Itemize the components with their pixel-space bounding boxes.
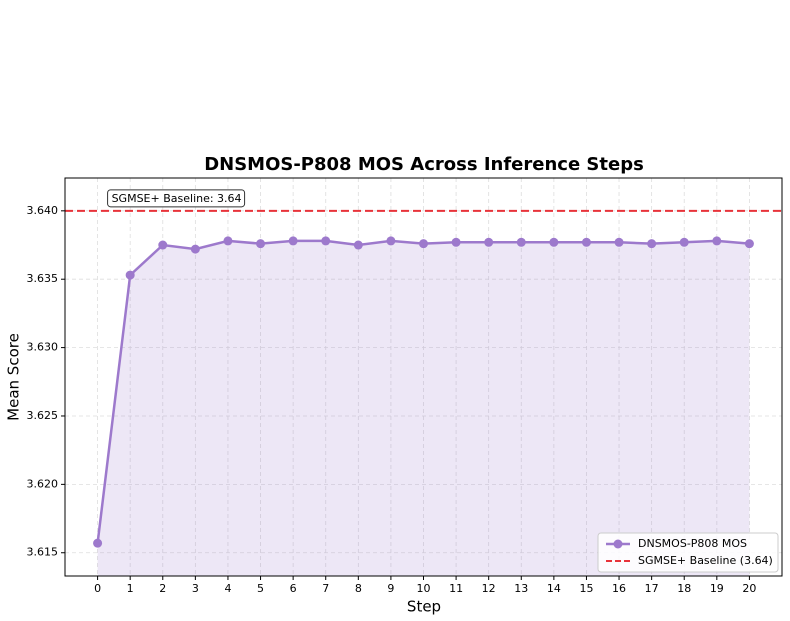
x-tick-label: 1 <box>127 582 134 595</box>
point <box>647 239 657 249</box>
point <box>451 237 461 247</box>
x-tick-label: 0 <box>94 582 101 595</box>
point <box>679 237 689 247</box>
point <box>516 237 526 247</box>
x-tick-label: 5 <box>257 582 264 595</box>
legend-box <box>597 532 779 573</box>
point <box>386 236 396 246</box>
x-tick-label: 8 <box>355 582 362 595</box>
x-tick-label: 16 <box>612 582 626 595</box>
y-tick-label: 3.640 <box>27 204 59 217</box>
x-tick-label: 20 <box>742 582 756 595</box>
area-fill <box>97 240 750 576</box>
x-tick-label: 17 <box>645 582 659 595</box>
point <box>614 237 624 247</box>
x-tick-label: 11 <box>449 582 463 595</box>
legend-label: DNSMOS-P808 MOS <box>638 537 747 550</box>
x-tick-label: 7 <box>322 582 329 595</box>
point <box>549 237 559 247</box>
x-tick-label: 9 <box>387 582 394 595</box>
x-tick-label: 18 <box>677 582 691 595</box>
y-tick-label: 3.620 <box>27 477 59 490</box>
x-tick-label: 13 <box>514 582 528 595</box>
x-tick-label: 4 <box>224 582 231 595</box>
x-tick-label: 10 <box>417 582 431 595</box>
point <box>353 240 363 250</box>
y-tick-label: 3.635 <box>27 272 59 285</box>
x-tick-label: 15 <box>579 582 593 595</box>
point <box>321 236 331 246</box>
point <box>158 240 168 250</box>
x-tick-label: 14 <box>547 582 561 595</box>
point <box>581 237 591 247</box>
x-tick-label: 19 <box>710 582 724 595</box>
point <box>125 270 135 280</box>
y-tick-label: 3.630 <box>27 341 59 354</box>
y-axis-label: Mean Score <box>5 333 23 421</box>
point <box>288 236 298 246</box>
point <box>744 239 754 249</box>
annotation-box <box>107 189 246 208</box>
y-tick-label: 3.615 <box>27 546 59 559</box>
x-axis-label: Step <box>407 598 441 616</box>
y-tick-label: 3.625 <box>27 409 59 422</box>
point <box>223 236 233 246</box>
x-tick-label: 3 <box>192 582 199 595</box>
point <box>256 239 266 249</box>
x-tick-label: 6 <box>290 582 297 595</box>
chart-title: DNSMOS-P808 MOS Across Inference Steps <box>204 154 644 175</box>
annotation: SGMSE+ Baseline: 3.64 <box>112 192 242 205</box>
legend-swatch <box>613 539 623 549</box>
point <box>93 538 103 548</box>
point <box>484 237 494 247</box>
legend-label: SGMSE+ Baseline (3.64) <box>638 554 773 567</box>
point <box>419 239 428 249</box>
x-tick-label: 2 <box>159 582 166 595</box>
plot-frame <box>64 177 783 577</box>
point <box>712 236 722 246</box>
point <box>190 244 200 254</box>
x-tick-label: 12 <box>482 582 496 595</box>
